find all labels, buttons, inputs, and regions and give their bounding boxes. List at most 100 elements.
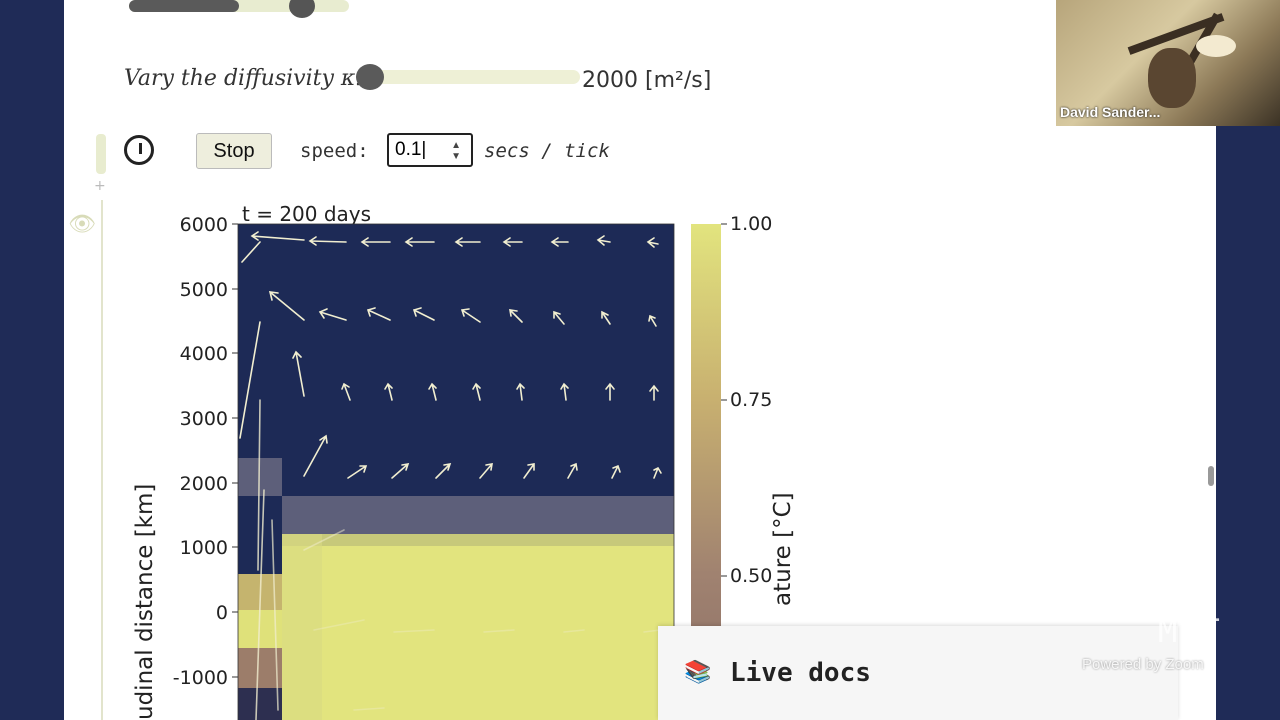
arrow	[596, 235, 611, 246]
live-docs-label: Live docs	[730, 658, 871, 688]
y-tick-label: 1000	[180, 537, 228, 559]
live-docs-panel[interactable]: 📚 Live docs	[658, 626, 1178, 720]
arrow	[318, 308, 347, 321]
arrow	[649, 384, 659, 401]
arrow	[601, 310, 611, 325]
diffusivity-slider-knob[interactable]	[356, 64, 384, 90]
arrow	[303, 529, 345, 551]
add-cell-icon[interactable]: +	[94, 178, 106, 194]
arrow	[393, 629, 435, 633]
y-tick-label: 6000	[180, 214, 228, 236]
arrow	[454, 237, 481, 247]
arrow	[460, 308, 481, 323]
arrow	[366, 307, 391, 321]
arrow	[563, 629, 585, 633]
arrow	[384, 382, 393, 401]
heatmap-left-cold	[238, 534, 282, 574]
y-axis-label: udinal distance [km]	[132, 484, 158, 720]
diffusivity-slider[interactable]	[356, 64, 580, 90]
colorbar-ticks	[721, 223, 727, 577]
mit-logo: MIT	[1158, 612, 1222, 650]
arrow	[646, 237, 659, 248]
zoom-watermark: Powered by Zoom	[1082, 656, 1204, 673]
y-tick-label: 0	[216, 602, 228, 624]
arrow	[472, 382, 481, 401]
arrow	[412, 307, 435, 321]
y-tick-marks	[232, 223, 238, 678]
arrow	[360, 237, 391, 247]
arrow	[611, 464, 621, 479]
arrow	[308, 236, 347, 246]
arrow	[404, 237, 435, 247]
colorbar-tick-label: 0.75	[730, 389, 772, 411]
arrow	[250, 231, 305, 241]
y-tick-label: 2000	[180, 473, 228, 495]
arrow	[567, 462, 578, 479]
y-tick-label: 5000	[180, 279, 228, 301]
cell-gutter-line	[101, 200, 103, 720]
arrow	[605, 382, 615, 401]
velocity-arrows	[239, 231, 662, 720]
heatmap-warm-region	[282, 534, 674, 720]
webcam-tile[interactable]: David Sander...	[1056, 0, 1280, 126]
heatmap-left-dark	[238, 688, 282, 720]
stop-button[interactable]: Stop	[196, 133, 272, 169]
arrow	[241, 241, 261, 263]
diffusivity-value: 2000 [m²/s]	[582, 68, 712, 93]
arrow	[268, 291, 305, 321]
colorbar-label: ature [°C]	[770, 492, 796, 606]
books-icon: 📚	[684, 660, 712, 685]
speed-input[interactable]: 0.1 | ▲ ▼	[387, 133, 473, 167]
arrow	[255, 489, 265, 720]
heatmap-transition	[282, 534, 674, 546]
arrow	[523, 463, 535, 479]
heatmap-left-mid	[238, 648, 282, 688]
arrow	[483, 629, 515, 633]
time-label: t = 200 days	[242, 202, 371, 226]
arrow	[391, 462, 410, 479]
y-tick-label: -1000	[173, 667, 228, 689]
y-tick-label: 4000	[180, 343, 228, 365]
arrow	[550, 237, 569, 247]
colorbar-tick-label: 0.50	[730, 565, 772, 587]
clock-icon[interactable]	[124, 135, 154, 165]
diffusivity-label: Vary the diffusivity κ:	[124, 66, 363, 91]
arrow	[239, 321, 261, 439]
arrow	[292, 350, 305, 397]
arrow	[435, 462, 452, 479]
arrow	[479, 463, 493, 479]
slider-fill	[129, 0, 239, 12]
arrow	[653, 466, 662, 479]
notebook-page: + 👁 Vary the diffusivity κ: 2000 [m²/s] …	[64, 0, 1216, 720]
scroll-indicator[interactable]	[1208, 466, 1214, 486]
arrow	[553, 310, 565, 325]
speed-units: secs / tick	[484, 140, 610, 162]
heatmap-soft	[282, 534, 322, 720]
arrow	[347, 465, 368, 479]
speed-label: speed:	[300, 140, 369, 162]
slider-knob[interactable]	[289, 0, 315, 18]
arrow	[257, 399, 261, 571]
arrow	[509, 309, 523, 323]
arrow	[303, 434, 328, 477]
y-axis: 6000 5000 4000 3000 2000 1000 0 -1000	[173, 214, 228, 689]
arrow	[353, 707, 385, 711]
arrow	[271, 519, 279, 711]
arrow	[341, 382, 351, 401]
spinner-icon[interactable]: ▲ ▼	[451, 140, 461, 162]
arrow	[643, 629, 661, 633]
participant-video	[1148, 48, 1196, 108]
speed-value: 0.1	[395, 139, 422, 160]
participant-name: David Sander...	[1060, 104, 1161, 120]
heatmap-mid-band	[282, 496, 674, 534]
y-tick-label: 3000	[180, 408, 228, 430]
eye-icon[interactable]: 👁	[68, 212, 96, 237]
heatmap-cold-region	[238, 224, 674, 534]
arrow	[516, 382, 525, 401]
arrow	[560, 382, 569, 401]
plot-frame	[237, 223, 675, 720]
previous-slider[interactable]	[129, 0, 349, 18]
colorbar-tick-label: 1.00	[730, 213, 772, 235]
cell-gutter-bar[interactable]	[96, 134, 106, 174]
arrow	[502, 237, 523, 247]
